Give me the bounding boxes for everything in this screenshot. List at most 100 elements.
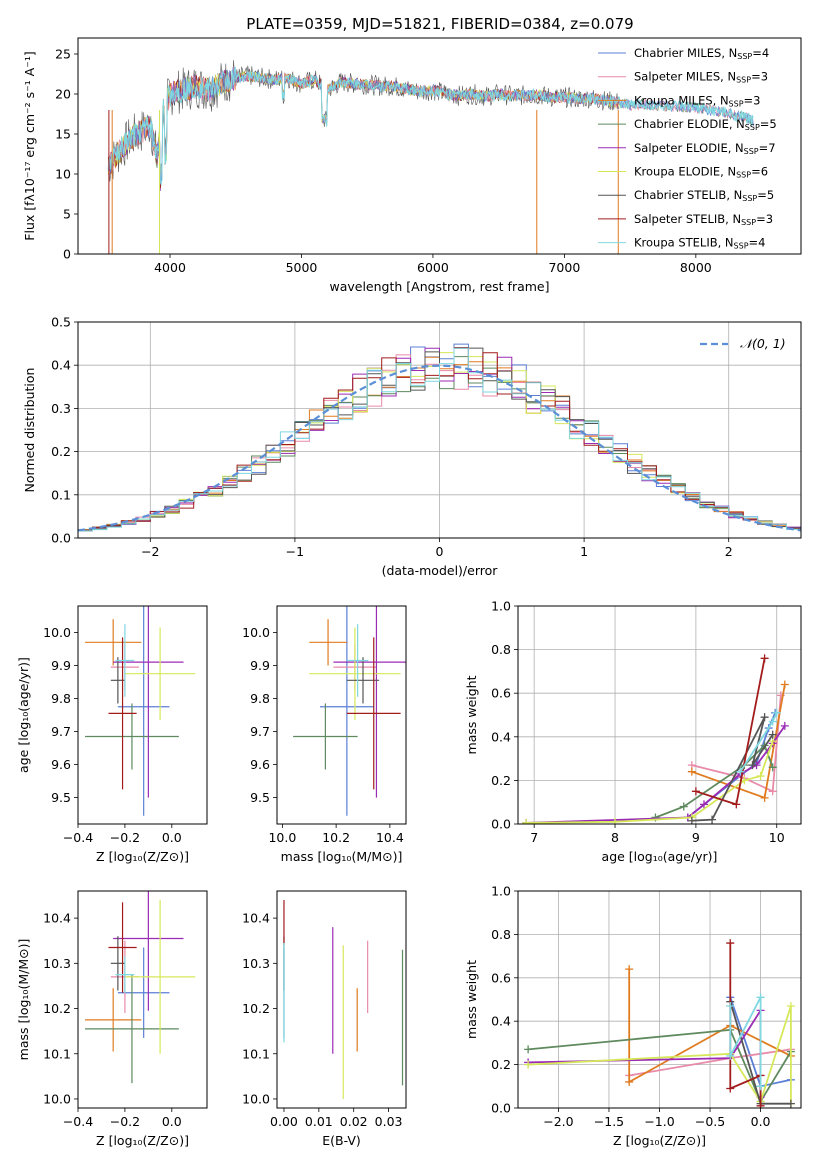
legend-label-suffix: =5 (760, 117, 777, 131)
x-tick-label: 2 (725, 544, 733, 559)
x-tick-label: 9 (692, 830, 700, 845)
legend-label-suffix: =7 (759, 141, 776, 155)
mass-weight-vs-metallicity-panel: −2.0 −1.5 −1.0 −0.5 0.0 0.0 0.2 0.4 0.6 0.8 1.0 Z [… (464, 884, 802, 1148)
legend-label-prefix: Salpeter MILES, N (634, 70, 736, 84)
weight-marker-salpeter_stelib (756, 1101, 765, 1108)
y-tick-label: 9.9 (51, 658, 71, 673)
legend-label-sub: SSP (745, 123, 760, 132)
x-tick-label: 6000 (417, 260, 449, 275)
y-axis-label: Flux [fλ10⁻¹⁷ erg cm⁻² s⁻¹ A⁻¹] (22, 51, 37, 240)
grid-lines (518, 605, 801, 825)
weight-marker-kroupa_elodie (786, 1002, 795, 1011)
legend-label-kroupa_stelib: Kroupa STELIB, NSSP=4 (634, 236, 765, 251)
legend-label-sub: SSP (736, 171, 751, 180)
weight-marker-chabrier_elodie (679, 802, 688, 811)
axes-frame (77, 890, 208, 1109)
y-tick-label: 15 (55, 127, 71, 142)
weight-marker-kroupa_stelib (772, 708, 781, 717)
y-tick-label: 10.4 (242, 911, 270, 926)
plot-area (85, 891, 196, 1084)
weight-marker-kroupa_elodie (522, 818, 531, 824)
weight-marker-chabrier_stelib (786, 1099, 795, 1108)
plot-area (283, 900, 404, 1099)
plot-area (78, 343, 801, 532)
x-tick-label: 4000 (154, 260, 186, 275)
mass-weight-vs-age-panel: 7 8 9 10 0.0 0.2 0.4 0.6 0.8 1.0 age [log₁₀(age/yr… (464, 599, 802, 864)
x-tick-label: 0.00 (270, 1114, 298, 1129)
y-tick-label: 0.0 (491, 817, 511, 832)
weight-marker-salpeter_stelib (726, 939, 735, 948)
x-axis-label: wavelength [Angstrom, rest frame] (329, 279, 549, 294)
weight-marker-kroupa_stelib (756, 1082, 765, 1091)
y-tick-label: 9.7 (250, 724, 270, 739)
weight-line-salpeter_elodie (526, 725, 786, 824)
axes-frame (276, 890, 407, 1109)
legend-label-suffix: =3 (756, 212, 773, 226)
weight-marker-salpeter_stelib (760, 654, 769, 663)
x-tick-label: −0.2 (110, 1114, 140, 1129)
y-tick-label: 20 (55, 87, 71, 102)
weight-marker-kroupa_miles (760, 793, 769, 802)
x-axis-label: age [log₁₀(age/yr)] (602, 849, 718, 864)
y-tick-label: 10.0 (43, 1091, 71, 1106)
y-tick-label: 9.8 (250, 691, 270, 706)
legend-label-salpeter_stelib: Salpeter STELIB, NSSP=3 (634, 212, 773, 227)
legend-label-suffix: =3 (744, 93, 761, 107)
x-tick-label: 7000 (548, 260, 580, 275)
x-tick-label: 7 (530, 830, 538, 845)
weight-marker-chabrier_stelib (748, 761, 757, 770)
y-tick-label: 9.5 (51, 790, 71, 805)
y-tick-label: 0.5 (51, 315, 71, 330)
axes-frame (77, 321, 802, 539)
y-tick-label: 9.5 (250, 790, 270, 805)
legend-label-prefix: Chabrier MILES, N (634, 46, 737, 60)
x-axis-label: Z [log₁₀(Z/Z⊙)] (613, 1133, 706, 1148)
y-tick-label: 10.4 (43, 911, 71, 926)
x-tick-label: 5000 (286, 260, 318, 275)
legend-label-prefix: Chabrier STELIB, N (634, 188, 742, 202)
legend-label-sub: SSP (742, 194, 757, 203)
x-tick-label: 1 (580, 544, 588, 559)
y-axis-label: Normed distribution (22, 368, 37, 493)
x-tick-label: −1.5 (594, 1114, 624, 1129)
x-tick-label: 0.0 (751, 1114, 771, 1129)
x-axis-label: (data-model)/error (382, 563, 499, 578)
legend-label-suffix: =5 (757, 188, 774, 202)
weight-marker-chabrier_stelib (768, 730, 777, 739)
weight-marker-kroupa_stelib (756, 993, 765, 1002)
y-tick-label: 0.1 (51, 487, 71, 502)
figure-title: PLATE=0359, MJD=51821, FIBERID=0384, z=0… (246, 15, 633, 33)
legend-label-salpeter_miles: Salpeter MILES, NSSP=3 (634, 70, 768, 85)
y-tick-label: 0.0 (491, 1101, 511, 1116)
weight-marker-salpeter_stelib (732, 800, 741, 809)
x-axis-label: E(B-V) (322, 1133, 361, 1148)
weight-marker-chabrier_stelib (760, 713, 769, 722)
weight-marker-chabrier_elodie (768, 763, 777, 772)
y-tick-label: 10 (55, 167, 71, 182)
x-axis-label: mass [log₁₀(M/M⊙)] (281, 849, 403, 864)
age-vs-mass-panel: 10.0 10.2 10.4 9.5 9.6 9.7 9.8 9.9 10.0 mass [log… (242, 605, 407, 864)
plot-area (524, 939, 795, 1108)
y-tick-label: 10.0 (242, 625, 270, 640)
y-tick-label: 10.2 (43, 1001, 71, 1016)
weight-marker-kroupa_elodie (524, 1060, 533, 1069)
age-vs-metallicity-panel: −0.4 −0.2 0.0 9.5 9.6 9.7 9.8 9.9 10.0 Z [log₁₀(Z… (16, 605, 208, 864)
legend-label-suffix: =6 (751, 165, 768, 179)
legend-label-normal: 𝒩(0, 1) (740, 336, 786, 351)
weight-marker-kroupa_miles (687, 767, 696, 776)
y-tick-label: 10.2 (242, 1001, 270, 1016)
x-tick-label: −0.2 (110, 830, 140, 845)
x-tick-label: 0.02 (340, 1114, 368, 1129)
legend-label-sub: SSP (729, 99, 744, 108)
x-tick-label: −2 (141, 544, 159, 559)
x-tick-label: 8000 (680, 260, 712, 275)
legend-label-kroupa_elodie: Kroupa ELODIE, NSSP=6 (634, 165, 768, 180)
y-tick-label: 10.0 (43, 625, 71, 640)
mass-vs-metallicity-panel: −0.4 −0.2 0.0 10.0 10.1 10.2 10.3 10.4 Z [log₁₀(… (16, 890, 208, 1148)
legend-label-prefix: Kroupa ELODIE, N (634, 165, 736, 179)
y-axis-label: age [log₁₀(age/yr)] (16, 657, 31, 773)
mass-vs-extinction-panel: 0.00 0.01 0.02 0.03 10.0 10.1 10.2 10.3 10.4 E(B-… (242, 890, 407, 1148)
y-tick-label: 9.6 (51, 757, 71, 772)
x-tick-label: 0.0 (162, 1114, 182, 1129)
x-tick-label: −1.0 (644, 1114, 674, 1129)
